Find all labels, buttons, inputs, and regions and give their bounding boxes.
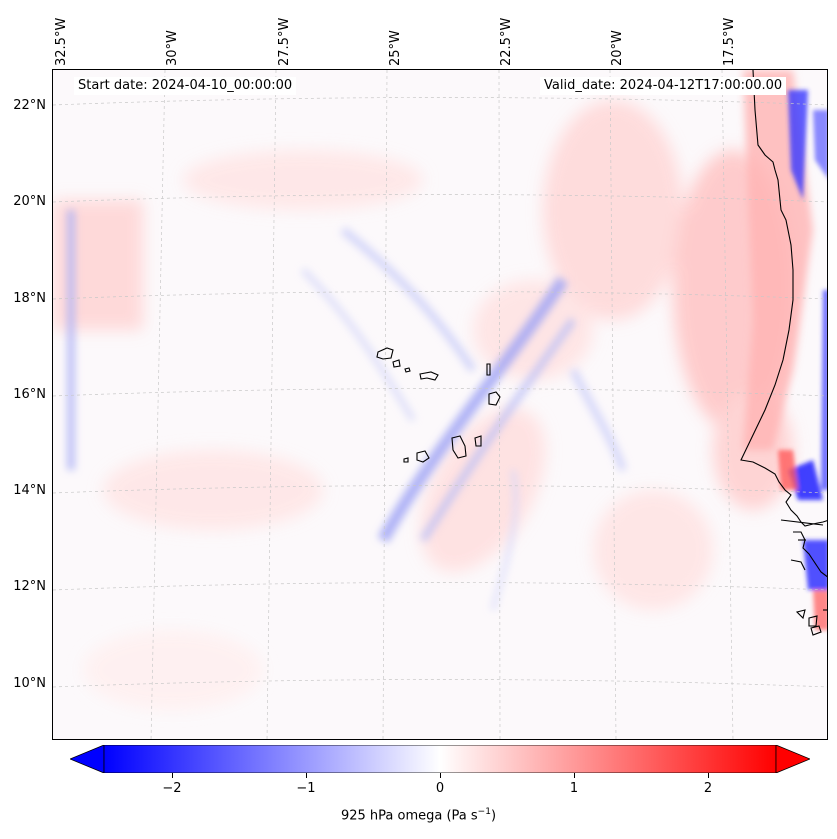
cbar-tick-1: 1 (569, 781, 579, 796)
cbar-tick-0: 0 (435, 781, 445, 796)
colorbar-label: 925 hPa omega (Pa s−1) (340, 807, 497, 824)
lon-label-22.5W: 22.5°W (499, 17, 514, 66)
lat-label-16N: 16°N (13, 387, 46, 402)
map-panel[interactable] (52, 69, 828, 740)
africa-coastline (740, 70, 827, 636)
lat-label-22N: 22°N (13, 98, 46, 113)
cbar-tickmark-0 (440, 773, 441, 778)
island-maio (474, 435, 482, 447)
lon-label-20W: 20°W (610, 30, 625, 66)
island-fogo (416, 450, 430, 463)
island-santiago (451, 435, 467, 459)
cbar-tick-neg2: −2 (162, 781, 182, 796)
omega-field-map (53, 70, 827, 739)
island-santa-luzia (404, 367, 411, 373)
lon-label-17.5W: 17.5°W (722, 17, 737, 66)
cbar-tickmark-1 (574, 773, 575, 778)
lat-label-14N: 14°N (13, 483, 46, 498)
colorbar-label-close: ) (490, 808, 497, 824)
colorbar-extend-high (775, 744, 812, 774)
lon-label-25W: 25°W (388, 30, 403, 66)
negative-omega-streaks (67, 210, 627, 611)
coastal-strong-features (778, 90, 827, 630)
valid-date-label: Valid_date: 2024-04-12T17:00:00.00 (540, 77, 787, 95)
island-boa-vista (488, 391, 501, 406)
lat-label-10N: 10°N (13, 676, 46, 691)
island-brava (403, 457, 409, 463)
colorbar (68, 744, 812, 774)
island-sal (486, 363, 491, 376)
colorbar-gradient (68, 744, 812, 774)
lat-label-18N: 18°N (13, 291, 46, 306)
lat-label-12N: 12°N (13, 579, 46, 594)
island-sao-nicolau (419, 371, 439, 381)
lon-label-32.5W: 32.5°W (54, 17, 69, 66)
island-santo-antao (376, 347, 394, 360)
cbar-tickmark-neg1 (306, 773, 307, 778)
graticule (53, 70, 827, 739)
cbar-tick-neg1: −1 (296, 781, 316, 796)
cbar-tickmark-neg2 (172, 773, 173, 778)
colorbar-extend-low (68, 744, 105, 774)
cbar-tick-2: 2 (703, 781, 713, 796)
colorbar-label-exponent: −1 (477, 807, 491, 817)
start-date-label: Start date: 2024-04-10_00:00:00 (74, 77, 297, 95)
lat-label-20N: 20°N (13, 194, 46, 209)
lon-label-27.5W: 27.5°W (277, 17, 292, 66)
lon-label-30W: 30°W (165, 30, 180, 66)
cbar-tickmark-2 (708, 773, 709, 778)
island-sao-vicente (392, 359, 401, 368)
cape-verde-islands (376, 347, 501, 463)
colorbar-body (103, 744, 777, 774)
